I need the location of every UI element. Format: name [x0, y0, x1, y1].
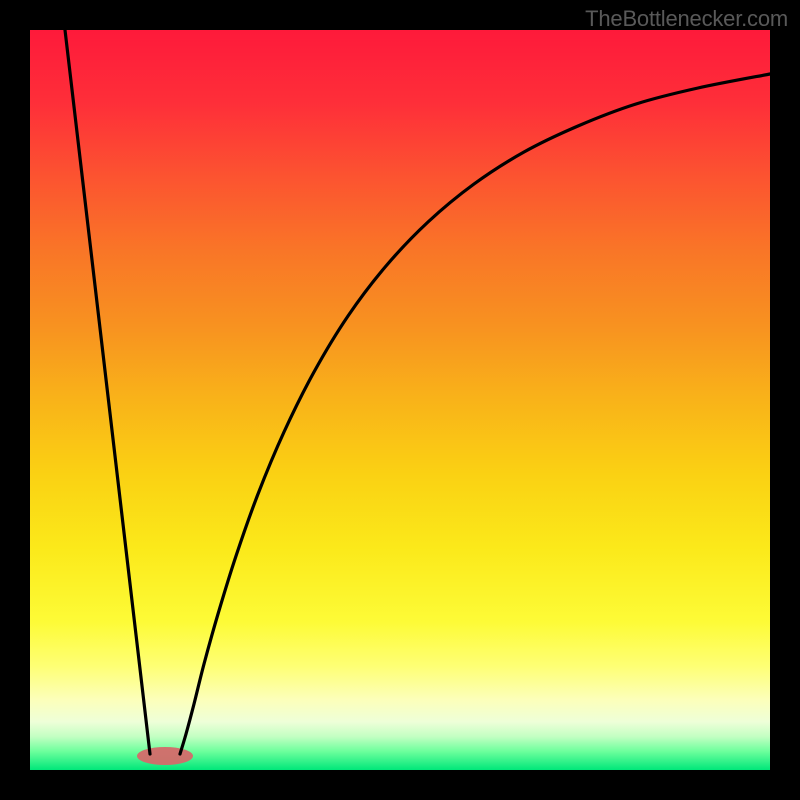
bottleneck-chart: TheBottlenecker.com	[0, 0, 800, 800]
chart-svg	[0, 0, 800, 800]
watermark-text: TheBottlenecker.com	[585, 6, 788, 32]
